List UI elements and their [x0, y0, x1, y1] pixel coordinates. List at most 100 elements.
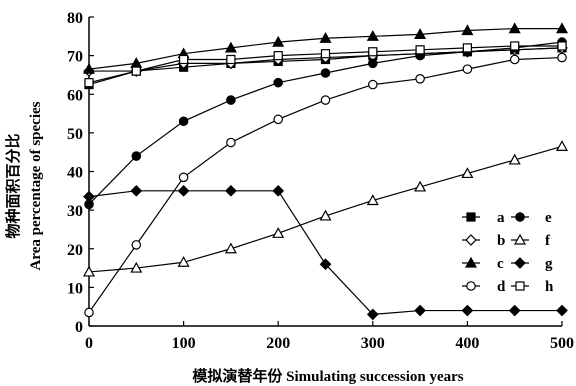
point-c	[461, 24, 474, 36]
point-f	[82, 265, 96, 277]
y-tick-label: 40	[67, 165, 83, 182]
point-g	[366, 308, 379, 321]
point-h	[368, 47, 378, 57]
point-c	[272, 35, 285, 47]
legend-entry-f: f	[511, 233, 551, 249]
point-g	[556, 304, 568, 317]
series-layer	[82, 22, 569, 321]
legend-label: g	[545, 256, 553, 272]
series-c	[82, 22, 569, 74]
point-d	[462, 64, 473, 74]
point-e	[131, 151, 142, 161]
series-line-g	[88, 190, 562, 316]
point-h	[131, 66, 141, 76]
legend-label: a	[497, 210, 505, 226]
point-g	[177, 184, 190, 197]
y-tick-label: 0	[75, 319, 83, 336]
y-axis-label-cn: 物种面积百分比	[4, 133, 22, 238]
point-f	[224, 242, 237, 254]
legend-marker	[466, 281, 476, 291]
point-g	[508, 304, 521, 317]
point-d	[273, 114, 283, 125]
legend-marker	[464, 256, 478, 268]
point-h	[226, 54, 236, 65]
legend-label: f	[545, 233, 551, 249]
y-tick-label: 20	[67, 242, 83, 259]
point-f	[461, 167, 474, 179]
y-tick-label: 50	[67, 126, 83, 143]
legend-label: h	[545, 279, 554, 295]
x-tick-label: 400	[455, 335, 479, 352]
legend-marker	[466, 212, 476, 222]
point-f	[130, 261, 143, 273]
legend-marker	[465, 234, 477, 246]
point-g	[272, 184, 285, 197]
point-h	[415, 45, 425, 55]
point-h	[510, 41, 520, 51]
x-axis-label: 模拟演替年份 Simulating succession years	[192, 367, 463, 385]
point-h	[320, 49, 331, 59]
x-tick-label: 500	[550, 335, 574, 352]
point-d	[557, 52, 567, 63]
point-d	[131, 240, 142, 250]
legend-label: e	[545, 210, 552, 226]
point-d	[320, 95, 331, 105]
series-h	[84, 41, 567, 88]
legend-marker	[515, 212, 525, 222]
point-e	[226, 95, 236, 105]
series-line-f	[88, 145, 563, 273]
legend-marker	[515, 281, 525, 291]
legend-entry-d: d	[462, 279, 506, 295]
point-c	[508, 22, 521, 34]
y-tick-label: 60	[67, 87, 83, 104]
point-g	[414, 304, 426, 317]
y-tick-label: 70	[67, 49, 83, 66]
point-c	[555, 22, 569, 34]
point-f	[508, 153, 521, 165]
point-d	[84, 307, 94, 318]
legend-label: d	[497, 279, 506, 295]
point-g	[461, 304, 474, 317]
series-g	[83, 184, 568, 321]
point-f	[272, 227, 285, 238]
legend-entry-a: a	[462, 210, 505, 226]
series-d	[84, 52, 567, 318]
point-d	[415, 74, 425, 84]
point-h	[462, 43, 472, 53]
point-f	[555, 140, 569, 151]
x-tick-label: 0	[85, 335, 93, 352]
point-e	[367, 58, 378, 69]
point-f	[414, 180, 427, 192]
legend-marker	[514, 257, 526, 269]
point-e	[178, 116, 189, 127]
point-c	[82, 62, 96, 74]
point-h	[179, 54, 189, 65]
series-f	[82, 140, 569, 277]
y-tick-label: 30	[67, 203, 83, 220]
point-f	[177, 256, 190, 267]
y-tick-label: 80	[67, 10, 83, 27]
point-d	[226, 137, 236, 148]
legend-entry-h: h	[511, 279, 554, 295]
point-g	[319, 258, 332, 271]
legend-entry-e: e	[511, 210, 552, 226]
point-h	[273, 51, 283, 61]
y-axis-label-en: Area percentage of species	[28, 101, 44, 270]
point-c	[224, 41, 237, 53]
point-g	[83, 190, 95, 203]
legend-entry-c: c	[462, 256, 504, 272]
point-e	[273, 77, 283, 88]
point-e	[320, 68, 331, 78]
series-line-e	[88, 41, 563, 205]
legend-label: c	[497, 256, 504, 272]
point-c	[319, 32, 332, 43]
point-g	[225, 184, 237, 197]
point-h	[84, 78, 94, 88]
point-d	[178, 172, 189, 183]
point-d	[509, 54, 520, 65]
legend-entry-g: g	[511, 256, 553, 272]
x-tick-label: 300	[361, 335, 385, 352]
y-tick-label: 10	[67, 280, 83, 297]
